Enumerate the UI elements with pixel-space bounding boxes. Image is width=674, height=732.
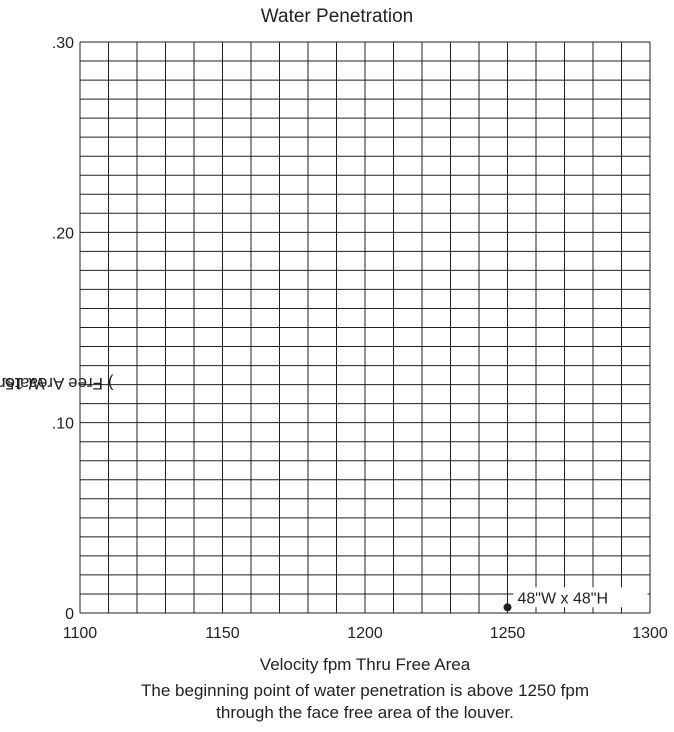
x-tick-label: 1250	[490, 625, 526, 642]
data-points: 48"W x 48"H	[503, 587, 648, 612]
x-tick-label: 1100	[63, 625, 98, 642]
y-tick-label: 0	[65, 606, 74, 623]
chart-title: Water Penetration	[260, 6, 414, 27]
data-label-background	[513, 587, 648, 608]
y-tick-label: .10	[52, 416, 74, 433]
grid-lines	[79, 41, 651, 614]
y-tick-label: .20	[52, 225, 74, 242]
x-tick-label: 1200	[347, 625, 383, 642]
data-point	[503, 603, 512, 612]
x-tick-label: 1150	[205, 625, 240, 642]
caption-line-2: through the face free area of the louver…	[216, 703, 514, 722]
y-tick-label: .30	[52, 35, 74, 52]
data-label: 48"W x 48"H	[518, 590, 609, 607]
tick-labels: 1100 1150 1200 1250 1300 0 .10 .20 .30	[52, 35, 668, 642]
caption-line-1: The beginning point of water penetration…	[141, 681, 589, 700]
chart-caption: The beginning point of water penetration…	[80, 680, 650, 724]
x-tick-label: 1300	[632, 625, 668, 642]
x-axis-label: Velocity fpm Thru Free Area	[259, 655, 471, 674]
